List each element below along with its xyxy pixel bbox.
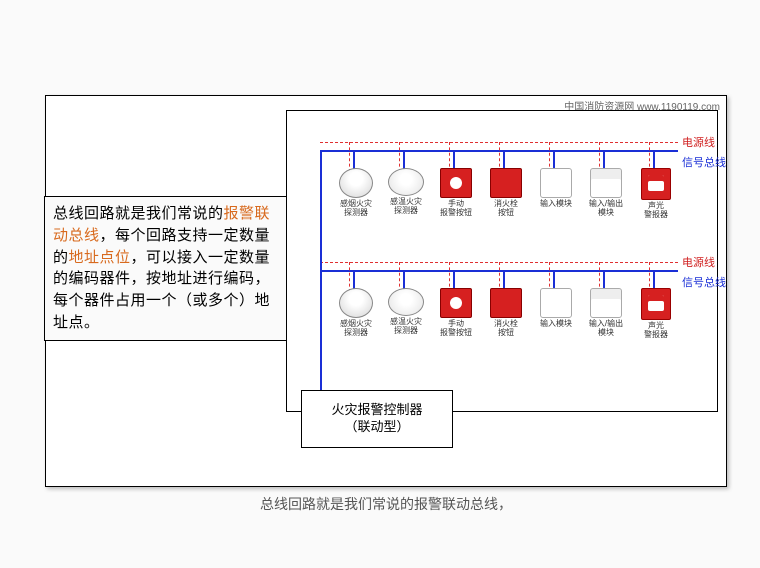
heat-icon	[388, 168, 424, 196]
hyd-icon	[490, 288, 522, 318]
label-power: 电源线	[682, 254, 715, 270]
snd-icon	[641, 288, 671, 320]
device-label: 输入/输出 模块	[586, 200, 626, 218]
mod1-icon	[540, 168, 572, 198]
device-smoke: 感烟火灾 探测器	[336, 168, 376, 218]
device-label: 消火栓 按钮	[486, 320, 526, 338]
snd-icon	[641, 168, 671, 200]
label-power: 电源线	[682, 134, 715, 150]
device-smoke: 感烟火灾 探测器	[336, 288, 376, 338]
device-mod1: 输入模块	[536, 288, 576, 329]
device-label: 输入/输出 模块	[586, 320, 626, 338]
device-label: 声光 警报器	[636, 322, 676, 340]
device-label: 输入模块	[536, 200, 576, 209]
device-heat: 感温火灾 探测器	[386, 288, 426, 336]
device-label: 手动 报警按钮	[436, 320, 476, 338]
mod1-icon	[540, 288, 572, 318]
label-signal: 信号总线	[682, 154, 726, 170]
device-call: 手动 报警按钮	[436, 288, 476, 338]
call-icon	[440, 168, 472, 198]
device-snd: 声光 警报器	[636, 288, 676, 340]
mod2-icon	[590, 288, 622, 318]
smoke-icon	[339, 168, 373, 198]
desc-highlight-2: 地址点位	[69, 249, 131, 266]
controller-label: 火灾报警控制器 （联动型）	[331, 402, 422, 436]
device-label: 感烟火灾 探测器	[336, 200, 376, 218]
device-hyd: 消火栓 按钮	[486, 288, 526, 338]
device-mod1: 输入模块	[536, 168, 576, 209]
controller-box: 火灾报警控制器 （联动型）	[301, 390, 453, 448]
caption: 总线回路就是我们常说的报警联动总线，	[46, 494, 726, 514]
smoke-icon	[339, 288, 373, 318]
device-mod2: 输入/输出 模块	[586, 168, 626, 218]
mod2-icon	[590, 168, 622, 198]
desc-text-1: 总线回路就是我们常说的	[53, 205, 224, 222]
bus-trunk-main	[320, 150, 322, 396]
device-label: 输入模块	[536, 320, 576, 329]
device-snd: 声光 警报器	[636, 168, 676, 220]
hyd-icon	[490, 168, 522, 198]
device-label: 感温火灾 探测器	[386, 318, 426, 336]
device-mod2: 输入/输出 模块	[586, 288, 626, 338]
description-box: 总线回路就是我们常说的报警联动总线，每个回路支持一定数量的地址点位，可以接入一定…	[44, 196, 287, 341]
device-call: 手动 报警按钮	[436, 168, 476, 218]
slide: 中国消防资源网 www.1190119.com 总线回路就是我们常说的报警联动总…	[45, 95, 727, 487]
device-label: 声光 警报器	[636, 202, 676, 220]
stage: 中国消防资源网 www.1190119.com 总线回路就是我们常说的报警联动总…	[0, 0, 760, 568]
heat-icon	[388, 288, 424, 316]
device-heat: 感温火灾 探测器	[386, 168, 426, 216]
call-icon	[440, 288, 472, 318]
device-label: 手动 报警按钮	[436, 200, 476, 218]
device-label: 感烟火灾 探测器	[336, 320, 376, 338]
device-label: 消火栓 按钮	[486, 200, 526, 218]
label-signal: 信号总线	[682, 274, 726, 290]
device-label: 感温火灾 探测器	[386, 198, 426, 216]
device-hyd: 消火栓 按钮	[486, 168, 526, 218]
